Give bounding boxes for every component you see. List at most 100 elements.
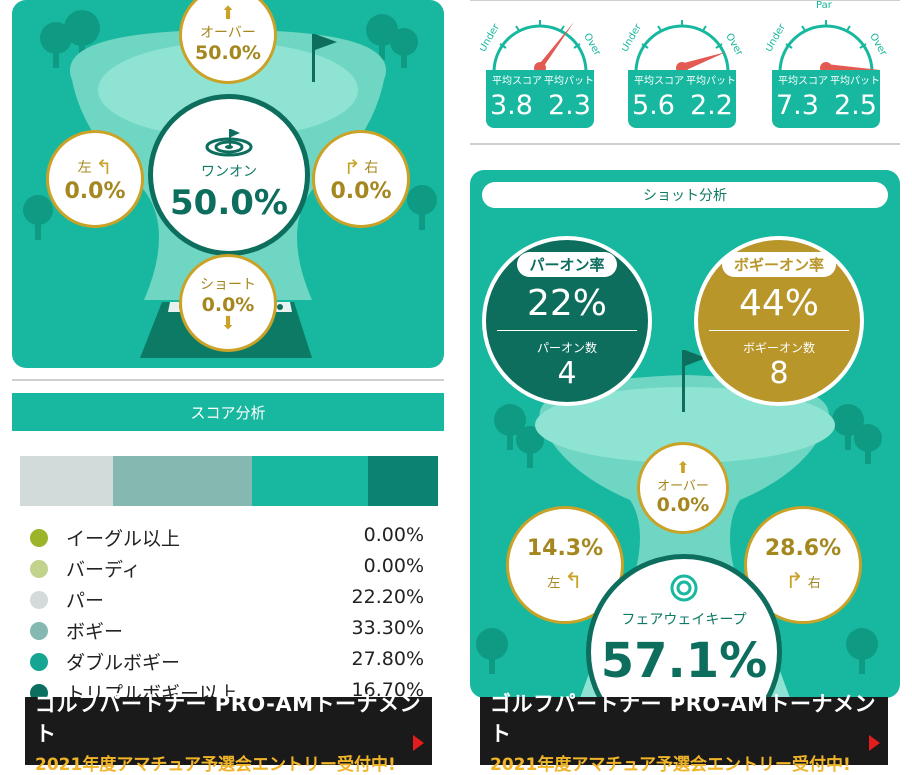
avg-putt-label: 平均パット bbox=[830, 76, 880, 87]
legend-value: 0.00% bbox=[363, 524, 424, 546]
play-arrow-icon bbox=[869, 735, 880, 751]
score-distribution-bar bbox=[20, 456, 438, 506]
bogey-on-count-value: 8 bbox=[769, 356, 789, 391]
arrow-down-icon: ⬇ bbox=[220, 313, 236, 334]
banner-title: ゴルフパートナー PRO-AMトーナメント bbox=[35, 691, 421, 746]
one-on-value: 50.0% bbox=[170, 183, 288, 223]
legend-row-par: パー 22.20% bbox=[30, 584, 430, 614]
avg-score-value: 3.8 bbox=[490, 90, 533, 121]
legend-value: 22.20% bbox=[351, 586, 424, 608]
legend-dot bbox=[30, 560, 48, 578]
par-on-count-label: パーオン数 bbox=[536, 341, 597, 355]
par-on-rate-value: 22% bbox=[526, 283, 607, 324]
left-circle: 左 ↰ 0.0% bbox=[46, 130, 144, 228]
shot-analysis-panel: ショット分析 パーオン率 22% パーオン数 4 ボギーオン率 44% ボギーオ… bbox=[470, 170, 900, 698]
legend-value: 33.30% bbox=[351, 617, 424, 639]
bogey-on-count-label: ボギーオン数 bbox=[742, 341, 815, 355]
legend-value: 27.80% bbox=[351, 648, 424, 670]
gauge-over-label: Over bbox=[867, 32, 889, 59]
fairway-over-circle: ⬆ オーバー 0.0% bbox=[637, 442, 729, 534]
left-divider bbox=[12, 379, 444, 381]
gauge-dial: Under Over bbox=[622, 20, 742, 74]
shot-analysis-title: ショット分析 bbox=[643, 188, 727, 204]
fairway-over-label: オーバー bbox=[657, 478, 709, 494]
legend-label: ボギー bbox=[66, 621, 124, 643]
fairway-right-value: 28.6% bbox=[764, 536, 842, 561]
arrow-up-icon: ⬆ bbox=[676, 457, 690, 477]
par-on-count-value: 4 bbox=[557, 356, 577, 391]
bar-segment-bogey bbox=[113, 456, 252, 506]
bar-segment-par bbox=[20, 456, 113, 506]
fairway-left-label: 左 bbox=[547, 576, 561, 591]
gauge-stats: 平均スコア 平均パット 7.3 2.5 bbox=[772, 70, 880, 128]
gauge-stats: 平均スコア 平均パット 3.8 2.3 bbox=[486, 70, 594, 128]
one-on-circle: ワンオン 50.0% bbox=[148, 94, 310, 256]
right-top-divider bbox=[470, 0, 900, 1]
avg-putt-label: 平均パット bbox=[686, 76, 736, 87]
legend-row-bogey: ボギー 33.30% bbox=[30, 615, 430, 645]
fairway-keep-value: 57.1% bbox=[600, 633, 768, 689]
short-label: ショート bbox=[200, 277, 256, 293]
shot-analysis-title-bar: ショット分析 bbox=[482, 182, 888, 208]
short-circle: ショート 0.0% ⬇ bbox=[179, 254, 277, 352]
legend-row-eagle: イーグル以上 0.00% bbox=[30, 522, 430, 552]
score-analysis-title: スコア分析 bbox=[190, 403, 266, 422]
legend-dot bbox=[30, 529, 48, 547]
gauge-dial: Under Over bbox=[480, 20, 600, 74]
bar-segment-double-bogey bbox=[252, 456, 368, 506]
legend-dot bbox=[30, 591, 48, 609]
gauge-card-1: Under Over 平均スコア 平均パット 3.8 2.3 bbox=[480, 0, 600, 128]
avg-putt-value: 2.3 bbox=[548, 90, 591, 121]
ad-banner-right[interactable]: ゴルフパートナー PRO-AMトーナメント 2021年度アマチュア予選会エントリ… bbox=[480, 692, 888, 775]
fairway-keep-label: フェアウェイキープ bbox=[621, 612, 747, 628]
avg-putt-value: 2.2 bbox=[690, 90, 733, 121]
gauge-card-2: Under Over 平均スコア 平均パット 5.6 2.2 bbox=[622, 0, 742, 128]
target-icon bbox=[205, 129, 253, 157]
bogey-on-divider bbox=[709, 330, 849, 331]
play-arrow-icon bbox=[413, 735, 424, 751]
fairway-left-value: 14.3% bbox=[526, 536, 604, 561]
short-value: 0.0% bbox=[201, 294, 255, 316]
fairway-over-value: 0.0% bbox=[656, 493, 710, 516]
over-circle: ⬆ オーバー 50.0% bbox=[179, 0, 277, 84]
avg-score-label: 平均スコア bbox=[778, 76, 828, 87]
fairway-keep-circle: フェアウェイキープ 57.1% bbox=[586, 554, 782, 698]
banner-subtitle: 2021年度アマチュア予選会エントリー受付中! bbox=[35, 754, 396, 775]
one-on-label: ワンオン bbox=[201, 164, 257, 180]
fairway-right-label: 右 bbox=[807, 576, 821, 591]
avg-score-value: 5.6 bbox=[632, 90, 675, 121]
par-on-circle: パーオン率 22% パーオン数 4 bbox=[482, 236, 652, 406]
right-value: 0.0% bbox=[330, 178, 392, 204]
right-circle: ↱ 右 0.0% bbox=[312, 130, 410, 228]
arrow-up-icon: ⬆ bbox=[220, 3, 236, 24]
gauge-stats: 平均スコア 平均パット 5.6 2.2 bbox=[628, 70, 736, 128]
gauge-par-label: Par bbox=[816, 0, 833, 11]
legend-dot bbox=[30, 653, 48, 671]
legend-row-double-bogey: ダブルボギー 27.80% bbox=[30, 646, 430, 676]
par-on-rate-label: パーオン率 bbox=[517, 252, 617, 277]
over-value: 50.0% bbox=[195, 42, 261, 64]
ad-banner-left[interactable]: ゴルフパートナー PRO-AMトーナメント 2021年度アマチュア予選会エントリ… bbox=[25, 692, 432, 775]
over-label: オーバー bbox=[200, 25, 256, 41]
right-label: 右 bbox=[364, 159, 379, 176]
legend-label: パー bbox=[66, 590, 105, 612]
avg-score-value: 7.3 bbox=[776, 90, 819, 121]
legend-row-birdie: バーディ 0.00% bbox=[30, 553, 430, 583]
legend-value: 16.70% bbox=[351, 679, 424, 701]
curve-right-arrow-icon: ↱ bbox=[785, 569, 804, 594]
bar-segment-triple-bogey bbox=[368, 456, 438, 506]
one-on-panel: ⬆ オーバー 50.0% 左 ↰ 0.0% ↱ 右 0.0% ワンオン 50.0… bbox=[12, 0, 444, 368]
legend-label: ダブルボギー bbox=[66, 652, 181, 674]
curve-right-arrow-icon: ↱ bbox=[343, 154, 361, 179]
fairway-icon bbox=[670, 574, 698, 602]
banner-subtitle: 2021年度アマチュア予選会エントリー受付中! bbox=[490, 754, 851, 775]
legend-value: 0.00% bbox=[363, 555, 424, 577]
gauge-card-3: Par Under Over 平均スコア 平均パット 7.3 2.5 bbox=[766, 0, 889, 128]
score-analysis-header: スコア分析 bbox=[12, 393, 444, 431]
avg-putt-label: 平均パット bbox=[544, 76, 594, 87]
bogey-on-circle: ボギーオン率 44% ボギーオン数 8 bbox=[694, 236, 864, 406]
avg-putt-value: 2.5 bbox=[834, 90, 877, 121]
curve-left-arrow-icon: ↰ bbox=[564, 569, 583, 594]
bogey-on-rate-label: ボギーオン率 bbox=[721, 252, 836, 277]
gauge-dial: Par Under Over bbox=[766, 0, 889, 74]
